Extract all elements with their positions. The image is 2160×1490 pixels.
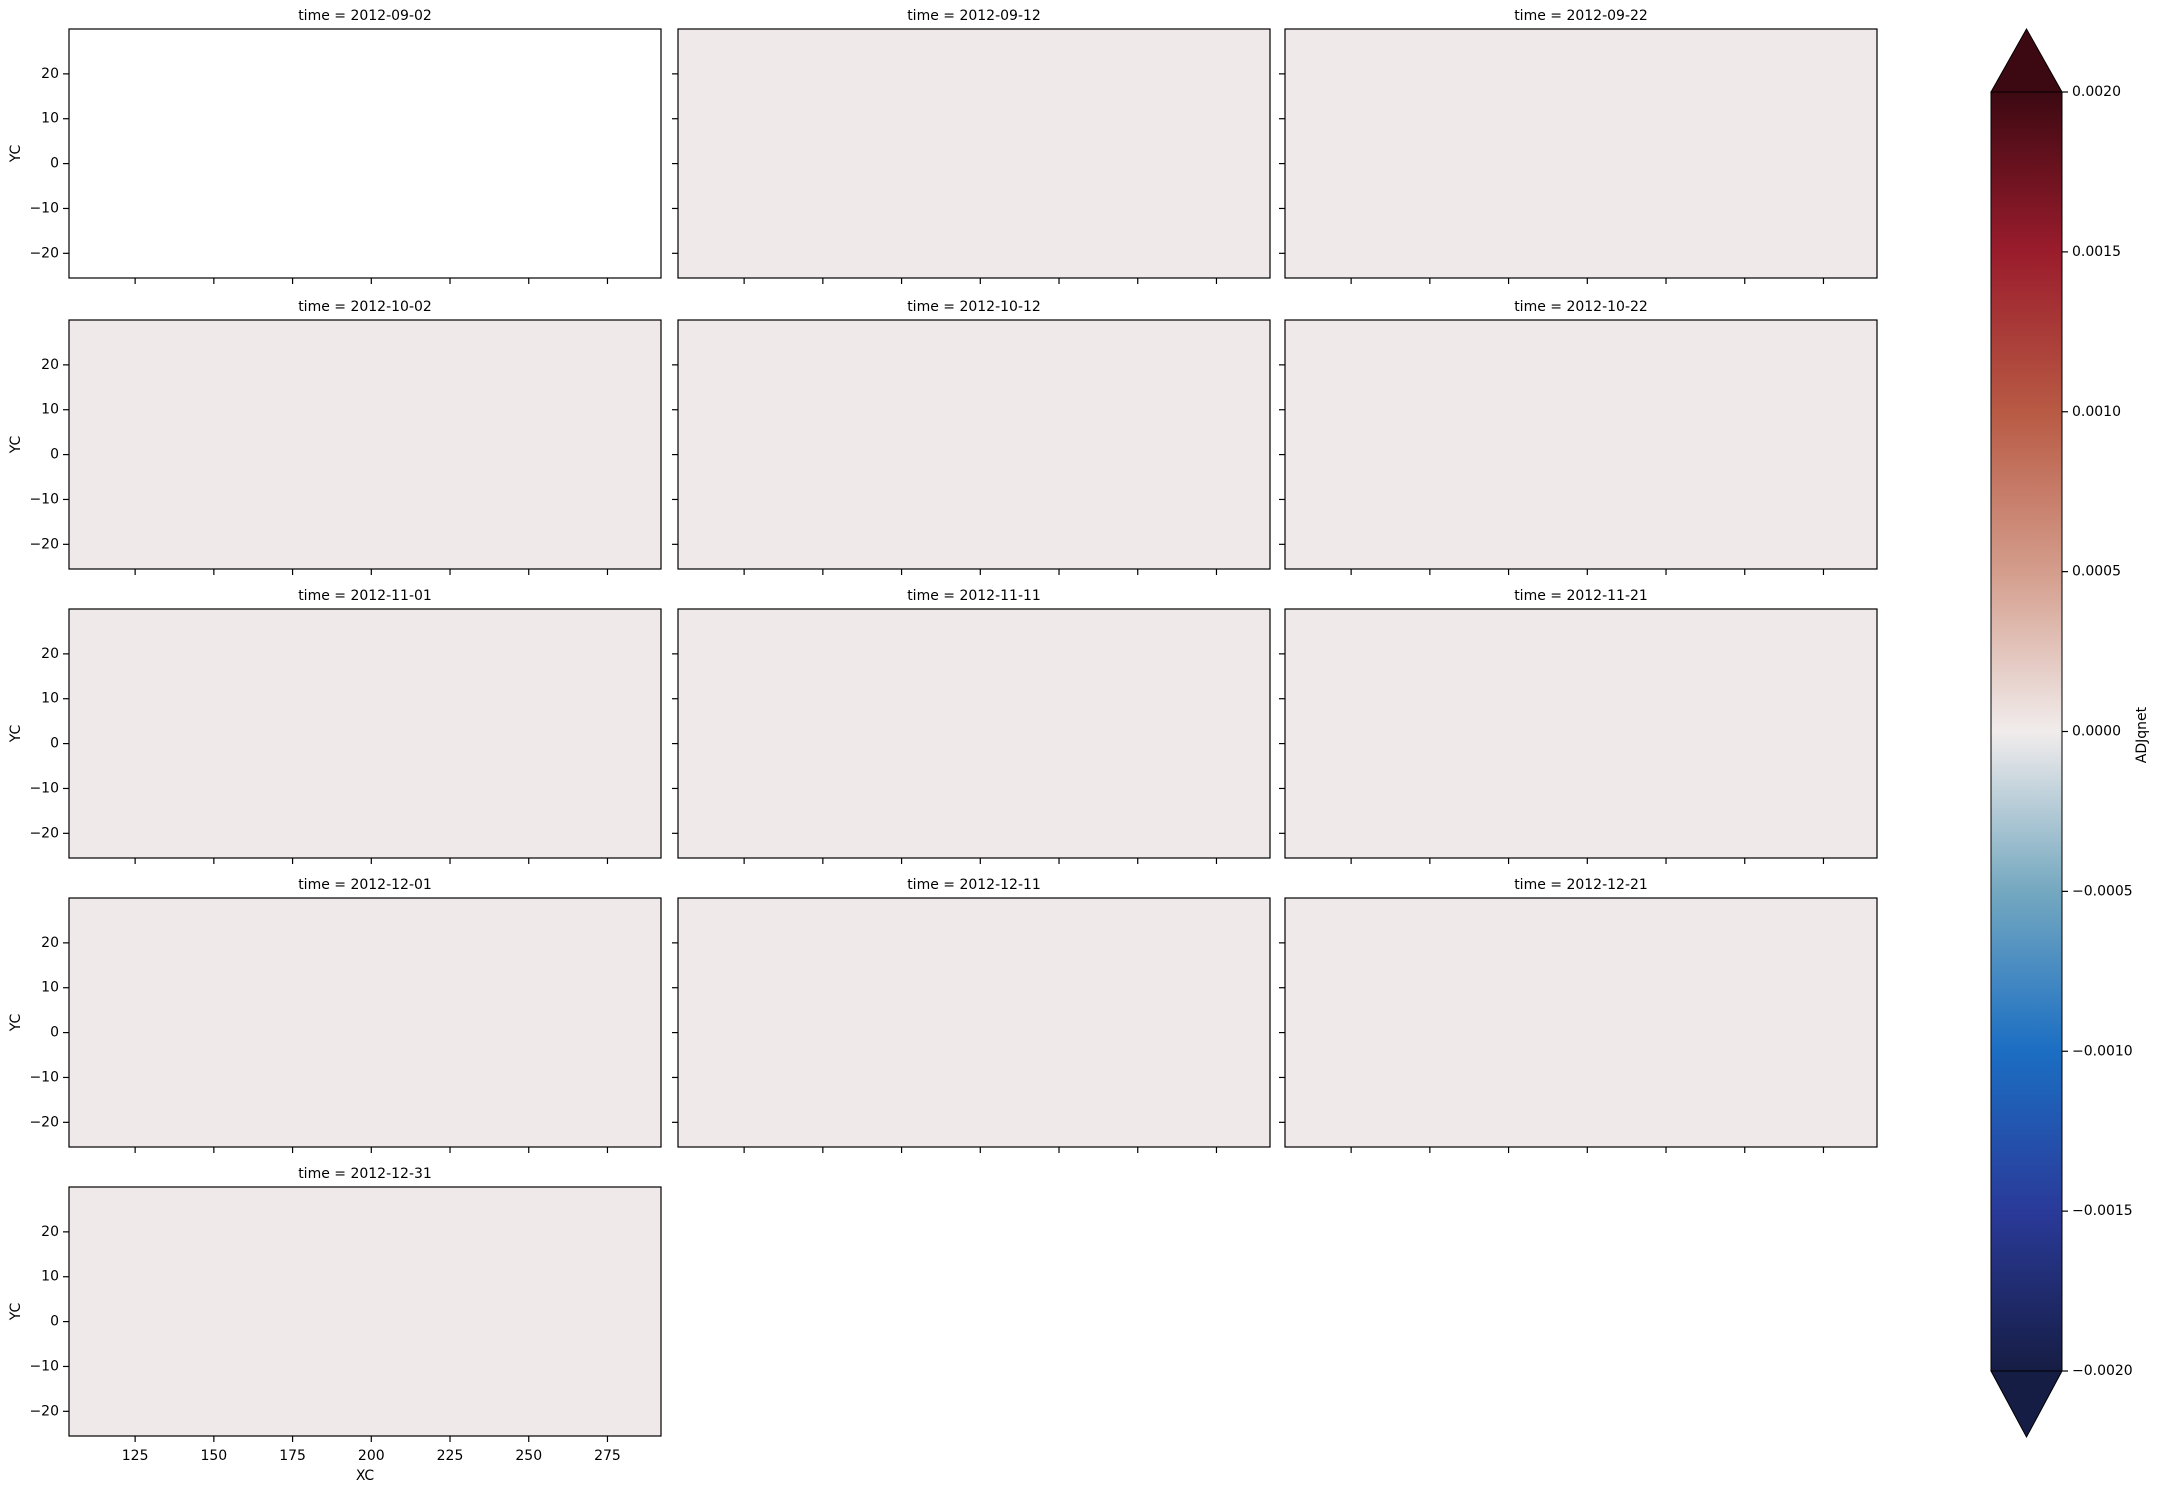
panel-title: time = 2012-12-11 <box>907 877 1041 893</box>
x-tick-label: 225 <box>437 1448 464 1464</box>
panel-field <box>677 608 1271 859</box>
colorbar-tick-label: −0.0005 <box>2072 883 2133 899</box>
x-tick-label: 175 <box>279 1448 306 1464</box>
panel-title: time = 2012-09-02 <box>298 8 432 24</box>
y-tick-label: −20 <box>29 245 59 261</box>
y-axis-label: YC <box>8 144 24 163</box>
panel-field <box>1284 897 1878 1148</box>
y-tick-label: 10 <box>41 980 59 996</box>
y-tick-label: −10 <box>29 491 59 507</box>
panel-field <box>1284 319 1878 570</box>
panel-field <box>1284 28 1878 279</box>
colorbar-tick-label: 0.0005 <box>2072 564 2121 580</box>
y-tick-label: 10 <box>41 691 59 707</box>
y-tick-label: −10 <box>29 1069 59 1085</box>
y-tick-label: −20 <box>29 825 59 841</box>
x-tick-label: 150 <box>200 1448 227 1464</box>
panel-title: time = 2012-12-01 <box>298 877 432 893</box>
y-tick-label: 10 <box>41 402 59 418</box>
colorbar-tick-label: −0.0010 <box>2072 1043 2133 1059</box>
colorbar-tick-label: 0.0020 <box>2072 84 2121 100</box>
y-tick-label: −10 <box>29 1358 59 1374</box>
panel-field <box>68 28 662 279</box>
x-axis-label: XC <box>356 1468 375 1484</box>
panel-title: time = 2012-11-01 <box>298 588 432 604</box>
panel-title: time = 2012-09-12 <box>907 8 1041 24</box>
y-tick-label: 10 <box>41 1269 59 1285</box>
y-axis-label: YC <box>8 1013 24 1032</box>
colorbar-tick-label: −0.0015 <box>2072 1203 2133 1219</box>
colorbar-tick-label: −0.0020 <box>2072 1363 2133 1379</box>
colorbar-tick-label: 0.0015 <box>2072 244 2121 260</box>
colorbar <box>1990 91 2063 1372</box>
y-tick-label: 0 <box>50 1314 59 1330</box>
x-tick-label: 250 <box>515 1448 542 1464</box>
colorbar-tick-label: 0.0010 <box>2072 404 2121 420</box>
panel-title: time = 2012-10-22 <box>1514 299 1648 315</box>
x-tick-label: 275 <box>594 1448 621 1464</box>
panel-title: time = 2012-12-21 <box>1514 877 1648 893</box>
panel-field <box>68 897 662 1148</box>
y-tick-label: −20 <box>29 536 59 552</box>
y-tick-label: 20 <box>41 1224 59 1240</box>
panel-title: time = 2012-11-11 <box>907 588 1041 604</box>
y-tick-label: −10 <box>29 200 59 216</box>
panel-field <box>1284 608 1878 859</box>
x-tick-label: 200 <box>358 1448 385 1464</box>
colorbar-label: ADJqnet <box>2134 706 2150 763</box>
colorbar-extend-low <box>1990 1370 2063 1439</box>
y-tick-label: 20 <box>41 66 59 82</box>
y-tick-label: −20 <box>29 1403 59 1419</box>
panel-title: time = 2012-11-21 <box>1514 588 1648 604</box>
panel-title: time = 2012-10-02 <box>298 299 432 315</box>
y-tick-label: 0 <box>50 1025 59 1041</box>
panel-field <box>68 1186 662 1437</box>
panel-field <box>68 319 662 570</box>
y-axis-label: YC <box>8 724 24 743</box>
y-tick-label: 20 <box>41 646 59 662</box>
colorbar-tick-label: 0.0000 <box>2072 724 2121 740</box>
y-tick-label: 0 <box>50 736 59 752</box>
y-tick-label: −20 <box>29 1114 59 1130</box>
y-tick-label: 0 <box>50 447 59 463</box>
panel-title: time = 2012-12-31 <box>298 1166 432 1182</box>
panel-title: time = 2012-10-12 <box>907 299 1041 315</box>
panel-field <box>677 28 1271 279</box>
panel-title: time = 2012-09-22 <box>1514 8 1648 24</box>
panel-field <box>68 608 662 859</box>
panel-field <box>677 897 1271 1148</box>
y-tick-label: −10 <box>29 780 59 796</box>
y-tick-label: 20 <box>41 935 59 951</box>
y-axis-label: YC <box>8 1302 24 1321</box>
y-tick-label: 10 <box>41 111 59 127</box>
colorbar-extend-high <box>1990 27 2063 93</box>
y-axis-label: YC <box>8 435 24 454</box>
panel-field <box>677 319 1271 570</box>
y-tick-label: 20 <box>41 357 59 373</box>
y-tick-label: 0 <box>50 156 59 172</box>
x-tick-label: 125 <box>122 1448 149 1464</box>
